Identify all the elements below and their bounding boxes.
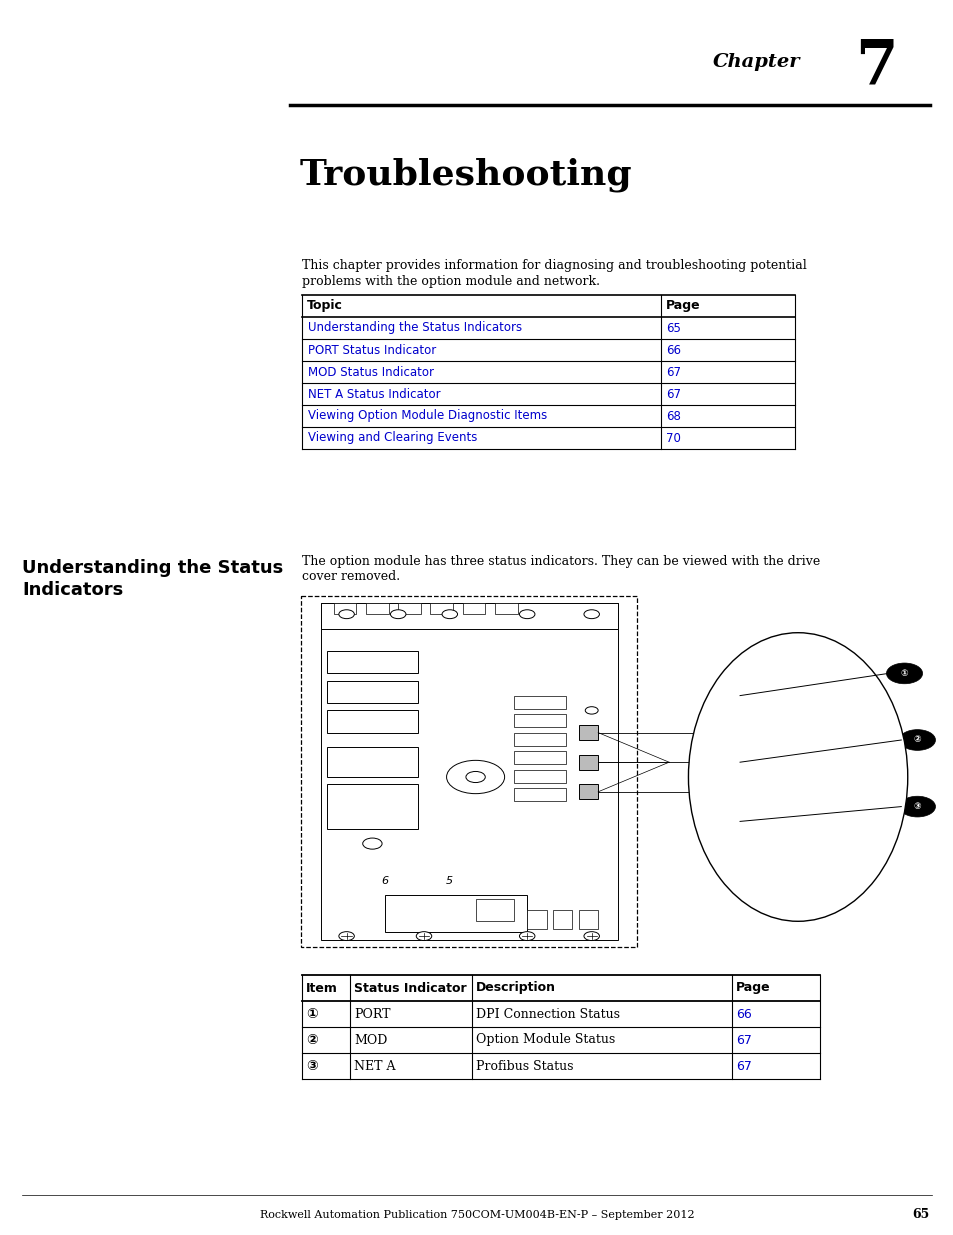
Bar — [430, 603, 453, 614]
Text: 67: 67 — [735, 1060, 751, 1072]
Text: 67: 67 — [665, 388, 680, 400]
Bar — [714, 751, 740, 773]
Circle shape — [583, 931, 598, 941]
Text: ②: ② — [913, 736, 921, 745]
Bar — [327, 710, 417, 732]
Circle shape — [338, 610, 354, 619]
Text: NET A Status Indicator: NET A Status Indicator — [308, 388, 440, 400]
Bar — [514, 695, 565, 709]
Text: 7: 7 — [854, 38, 897, 98]
Text: 67: 67 — [735, 1034, 751, 1046]
Circle shape — [465, 772, 485, 783]
Bar — [514, 732, 565, 746]
Circle shape — [899, 797, 935, 818]
Text: The option module has three status indicators. They can be viewed with the drive: The option module has three status indic… — [302, 555, 820, 568]
Bar — [301, 595, 637, 947]
Text: Understanding the Status Indicators: Understanding the Status Indicators — [308, 321, 521, 335]
Circle shape — [338, 931, 354, 941]
Text: Status Indicator: Status Indicator — [354, 982, 466, 994]
Bar — [578, 784, 598, 799]
Bar — [327, 747, 417, 777]
Bar — [327, 784, 417, 829]
Text: ①: ① — [306, 1007, 317, 1021]
Text: cover removed.: cover removed. — [302, 571, 399, 583]
Bar — [514, 751, 565, 764]
Circle shape — [441, 610, 457, 619]
Circle shape — [390, 610, 406, 619]
Text: PORT Status Indicator: PORT Status Indicator — [308, 343, 436, 357]
Text: 65: 65 — [912, 1209, 929, 1221]
Text: 67: 67 — [665, 366, 680, 378]
Text: 70: 70 — [665, 431, 680, 445]
Text: 66: 66 — [665, 343, 680, 357]
Bar — [366, 603, 388, 614]
Circle shape — [519, 931, 535, 941]
Text: Rockwell Automation Publication 750COM-UM004B-EN-P – September 2012: Rockwell Automation Publication 750COM-U… — [259, 1210, 694, 1220]
Text: 6: 6 — [381, 876, 389, 885]
Bar — [495, 603, 517, 614]
Text: Viewing and Clearing Events: Viewing and Clearing Events — [308, 431, 476, 445]
Text: problems with the option module and network.: problems with the option module and netw… — [302, 274, 599, 288]
Text: PORT: PORT — [354, 1008, 390, 1020]
Text: Topic: Topic — [307, 300, 342, 312]
Text: Profibus Status: Profibus Status — [476, 1060, 573, 1072]
Text: Troubleshooting: Troubleshooting — [299, 158, 632, 193]
Bar — [578, 725, 598, 740]
Text: Chapter: Chapter — [712, 53, 800, 70]
Circle shape — [519, 610, 535, 619]
Text: 5: 5 — [446, 876, 453, 885]
Bar — [320, 603, 617, 629]
Bar — [527, 910, 546, 929]
Text: ③: ③ — [306, 1058, 317, 1073]
Text: ①: ① — [900, 669, 907, 678]
Text: Option Module Status: Option Module Status — [476, 1034, 615, 1046]
Bar — [327, 651, 417, 673]
Circle shape — [584, 706, 598, 714]
Text: Viewing Option Module Diagnostic Items: Viewing Option Module Diagnostic Items — [308, 410, 547, 422]
Bar — [327, 680, 417, 703]
Circle shape — [885, 663, 922, 684]
Bar — [397, 603, 420, 614]
Bar — [334, 603, 355, 614]
Bar — [514, 714, 565, 727]
Text: DPI Connection Status: DPI Connection Status — [476, 1008, 619, 1020]
Text: Item: Item — [306, 982, 337, 994]
Circle shape — [899, 730, 935, 751]
Text: Page: Page — [735, 982, 770, 994]
Bar — [514, 788, 565, 802]
Bar — [714, 684, 740, 706]
Bar — [385, 895, 527, 932]
Text: NET A: NET A — [354, 1060, 395, 1072]
Text: Page: Page — [665, 300, 700, 312]
Bar — [514, 769, 565, 783]
Text: 68: 68 — [665, 410, 680, 422]
Text: Understanding the Status: Understanding the Status — [22, 559, 283, 577]
Text: MOD Status Indicator: MOD Status Indicator — [308, 366, 434, 378]
Circle shape — [446, 761, 504, 794]
Text: Description: Description — [476, 982, 556, 994]
Circle shape — [416, 931, 432, 941]
Text: ②: ② — [306, 1032, 317, 1047]
Bar — [578, 910, 598, 929]
Bar — [320, 603, 617, 940]
Text: MOD: MOD — [354, 1034, 387, 1046]
Ellipse shape — [688, 632, 907, 921]
Text: This chapter provides information for diagnosing and troubleshooting potential: This chapter provides information for di… — [302, 258, 806, 272]
Bar — [476, 899, 514, 921]
Text: 66: 66 — [735, 1008, 751, 1020]
Bar — [462, 603, 485, 614]
Bar — [714, 810, 740, 832]
Text: 65: 65 — [665, 321, 680, 335]
Text: ③: ③ — [913, 802, 921, 811]
Circle shape — [362, 839, 381, 850]
Text: Indicators: Indicators — [22, 580, 123, 599]
Bar — [578, 755, 598, 769]
Bar — [553, 910, 572, 929]
Circle shape — [583, 610, 598, 619]
